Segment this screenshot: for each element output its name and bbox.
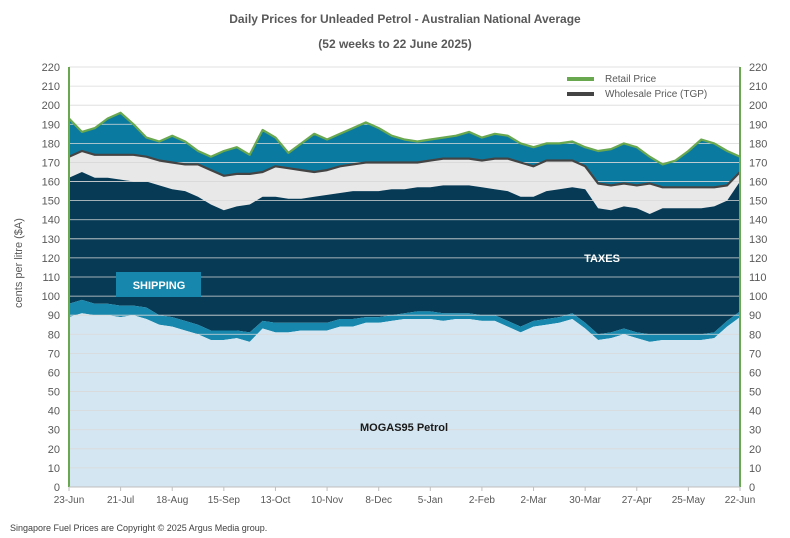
y-axis-label: cents per litre ($A) [13, 218, 25, 308]
y-tick-left-10: 10 [48, 463, 60, 475]
x-tick-label-4: 13-Oct [260, 495, 290, 506]
y-tick-left-50: 50 [48, 387, 60, 399]
y-tick-right-20: 20 [749, 444, 761, 456]
y-tick-right-50: 50 [749, 387, 761, 399]
y-tick-right-180: 180 [749, 138, 767, 150]
y-tick-left-180: 180 [42, 138, 60, 150]
y-tick-left-40: 40 [48, 406, 60, 418]
y-tick-left-90: 90 [48, 310, 60, 322]
legend-wholesale-label: Wholesale Price (TGP) [605, 89, 707, 100]
x-tick-label-8: 2-Feb [469, 495, 496, 506]
shipping-area [69, 299, 740, 342]
y-tick-right-60: 60 [749, 367, 761, 379]
y-tick-right-110: 110 [749, 272, 767, 284]
x-tick-label-1: 21-Jul [107, 495, 134, 506]
wholesale-price-line [68, 149, 741, 189]
y-tick-right-80: 80 [749, 329, 761, 341]
y-tick-left-200: 200 [42, 100, 60, 112]
copyright-footer: Singapore Fuel Prices are Copyright © 20… [10, 523, 267, 533]
y-tick-right-0: 0 [749, 482, 755, 494]
y-tick-left-190: 190 [42, 119, 60, 131]
y-tick-right-10: 10 [749, 463, 761, 475]
x-tick-label-2: 18-Aug [156, 495, 188, 506]
area-layers [69, 112, 740, 487]
y-tick-left-110: 110 [42, 272, 60, 284]
y-tick-right-160: 160 [749, 177, 767, 189]
y-tick-left-70: 70 [48, 348, 60, 360]
y-tick-right-190: 190 [749, 119, 767, 131]
y-tick-right-30: 30 [749, 425, 761, 437]
y-tick-right-220: 220 [749, 62, 767, 74]
y-tick-left-170: 170 [42, 157, 60, 169]
y-tick-left-220: 220 [42, 62, 60, 74]
x-tick-label-9: 2-Mar [520, 495, 547, 506]
chart-title: Daily Prices for Unleaded Petrol - Austr… [229, 12, 581, 26]
x-tick-label-12: 25-May [672, 495, 705, 506]
y-tick-right-120: 120 [749, 253, 767, 265]
y-tick-left-120: 120 [42, 253, 60, 265]
y-tick-right-140: 140 [749, 215, 767, 227]
y-tick-left-130: 130 [42, 234, 60, 246]
y-tick-right-200: 200 [749, 100, 767, 112]
x-tick-label-0: 23-Jun [54, 495, 85, 506]
y-tick-left-30: 30 [48, 425, 60, 437]
y-tick-right-40: 40 [749, 406, 761, 418]
y-tick-right-90: 90 [749, 310, 761, 322]
y-tick-right-100: 100 [749, 291, 767, 303]
shipping-label-box [116, 272, 201, 297]
x-tick-label-5: 10-Nov [311, 495, 343, 506]
y-tick-left-210: 210 [42, 81, 60, 93]
legend-retail-label: Retail Price [605, 74, 657, 85]
x-tick-label-10: 30-Mar [569, 495, 601, 506]
axes: 0 0 10 10 20 20 30 30 40 40 50 50 60 60 70 70 80 80 90 90 10… [42, 62, 768, 506]
y-tick-left-100: 100 [42, 291, 60, 303]
wholesale-margin-area [69, 151, 740, 214]
x-tick-label-6: 8-Dec [365, 495, 392, 506]
x-tick-label-3: 15-Sep [208, 495, 241, 506]
y-tick-right-170: 170 [749, 157, 767, 169]
x-tick-label-13: 22-Jun [725, 495, 756, 506]
y-tick-left-0: 0 [54, 482, 60, 494]
mogas-area [69, 313, 740, 487]
y-tick-right-210: 210 [749, 81, 767, 93]
x-tick-label-7: 5-Jan [418, 495, 443, 506]
retail-price-line [68, 111, 741, 166]
y-tick-right-150: 150 [749, 196, 767, 208]
y-tick-left-60: 60 [48, 367, 60, 379]
y-tick-right-70: 70 [749, 348, 761, 360]
retail-margin-area [69, 112, 740, 188]
y-tick-left-140: 140 [42, 215, 60, 227]
y-tick-left-160: 160 [42, 177, 60, 189]
mogas-label: MOGAS95 Petrol [360, 422, 448, 434]
y-tick-left-20: 20 [48, 444, 60, 456]
x-tick-label-11: 27-Apr [622, 495, 653, 506]
taxes-area [69, 172, 740, 335]
chart-subtitle: (52 weeks to 22 June 2025) [318, 37, 471, 51]
y-tick-right-130: 130 [749, 234, 767, 246]
shipping-label: SHIPPING [133, 280, 186, 292]
taxes-label: TAXES [584, 253, 620, 265]
y-tick-left-150: 150 [42, 196, 60, 208]
legend: Retail Price Wholesale Price (TGP) [567, 74, 707, 100]
y-tick-left-80: 80 [48, 329, 60, 341]
series-lines [68, 111, 741, 189]
